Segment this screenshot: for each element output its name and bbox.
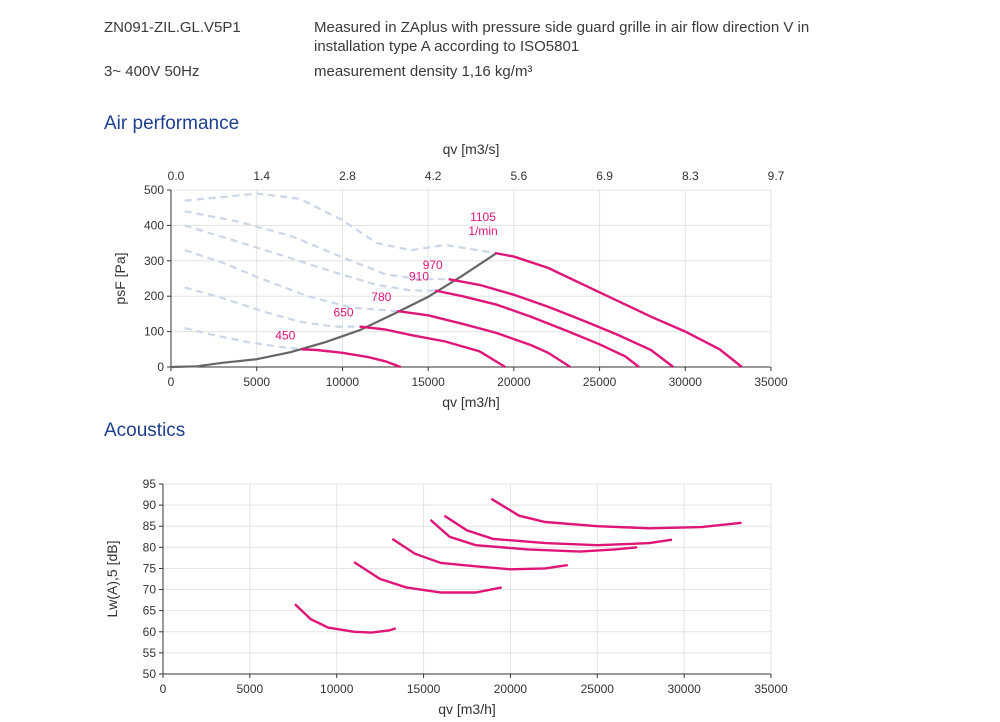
measurement-note-line1: Measured in ZAplus with pressure side gu… <box>314 19 810 36</box>
air-dashed-curve-2 <box>184 286 360 328</box>
air-xtick-label: 30000 <box>669 375 703 389</box>
air-series-label-780: 780 <box>371 290 391 304</box>
air-y-axis-label: psF [Pa] <box>112 252 128 304</box>
acoustic-ytick-label: 50 <box>143 667 157 681</box>
air-x2tick-label: 4.2 <box>425 169 442 183</box>
air-series-780 <box>397 309 572 369</box>
air-series-label-970: 970 <box>423 258 443 272</box>
air-xtick-label: 20000 <box>497 375 531 389</box>
air-ytick-label: 0 <box>157 360 164 374</box>
model-code: ZN091-ZIL.GL.V5P1 <box>104 19 241 36</box>
acoustic-series-450 <box>294 603 397 634</box>
air-xtick-label: 10000 <box>326 375 360 389</box>
acoustic-xtick-label: 30000 <box>667 682 701 696</box>
acoustic-y-axis-label: Lw(A),5 [dB] <box>104 540 120 617</box>
acoustic-series-650 <box>353 561 502 594</box>
air-xtick-label: 0 <box>168 375 175 389</box>
air-dashed-curve-3 <box>184 249 398 313</box>
acoustic-ytick-label: 85 <box>143 519 157 533</box>
acoustic-ytick-label: 75 <box>143 561 157 575</box>
air-xtick-label: 15000 <box>411 375 445 389</box>
acoustic-series-910 <box>429 519 638 553</box>
power-supply: 3~ 400V 50Hz <box>104 63 200 80</box>
air-x2tick-label: 0.0 <box>168 169 185 183</box>
acoustic-xtick-label: 20000 <box>494 682 528 696</box>
air-dashed-curve-6 <box>184 192 496 255</box>
air-x2tick-label: 1.4 <box>253 169 270 183</box>
air-series-650 <box>359 325 506 369</box>
acoustic-ytick-label: 60 <box>143 625 157 639</box>
air-x2tick-label: 2.8 <box>339 169 356 183</box>
measurement-density: measurement density 1,16 kg/m³ <box>314 63 533 80</box>
air-ytick-label: 400 <box>144 218 164 232</box>
acoustic-xtick-label: 0 <box>160 682 167 696</box>
acoustic-series-970 <box>443 514 673 547</box>
acoustic-xtick-label: 15000 <box>407 682 441 696</box>
air-series-1105 <box>494 251 743 368</box>
acoustic-ytick-label: 95 <box>143 477 157 491</box>
acoustic-series-780 <box>391 537 568 571</box>
air-speed-unit-label: 1/min <box>468 224 497 238</box>
air-performance-title: Air performance <box>104 113 240 134</box>
acoustic-ytick-label: 65 <box>143 604 157 618</box>
air-series-label-1105: 1105 <box>470 210 496 224</box>
air-x2-axis-label: qv [m3/s] <box>443 141 500 157</box>
measurement-note-line2: installation type A according to ISO5801 <box>314 38 580 55</box>
acoustic-ytick-label: 90 <box>143 498 157 512</box>
acoustic-xtick-label: 35000 <box>754 682 788 696</box>
air-x2tick-label: 8.3 <box>682 169 699 183</box>
air-series-label-650: 650 <box>334 306 354 320</box>
air-series-910 <box>434 289 640 368</box>
air-ytick-label: 300 <box>144 254 164 268</box>
acoustics-title: Acoustics <box>104 420 186 441</box>
air-ytick-label: 200 <box>144 289 164 303</box>
air-series-label-450: 450 <box>275 328 295 342</box>
air-xtick-label: 5000 <box>243 375 270 389</box>
air-xtick-label: 35000 <box>754 375 788 389</box>
air-series-970 <box>448 278 675 368</box>
acoustic-x-axis-label: qv [m3/h] <box>438 701 496 717</box>
acoustic-ytick-label: 70 <box>143 583 157 597</box>
air-x2tick-label: 5.6 <box>511 169 528 183</box>
air-series-450 <box>301 348 402 369</box>
air-series-label-910: 910 <box>409 270 429 284</box>
air-x-axis-label: qv [m3/h] <box>442 394 500 410</box>
acoustic-ytick-label: 55 <box>143 646 157 660</box>
acoustic-ytick-label: 80 <box>143 540 157 554</box>
acoustic-series-1105 <box>490 497 742 530</box>
air-dashed-curve-5 <box>184 210 449 281</box>
air-dashed-curve-4 <box>184 224 435 292</box>
air-x2tick-label: 9.7 <box>768 169 785 183</box>
acoustic-xtick-label: 10000 <box>320 682 354 696</box>
air-ytick-label: 500 <box>144 183 164 197</box>
air-ytick-label: 100 <box>144 325 164 339</box>
air-x2tick-label: 6.9 <box>596 169 613 183</box>
air-xtick-label: 25000 <box>583 375 617 389</box>
air-dashed-curve-1 <box>184 327 302 351</box>
acoustic-xtick-label: 5000 <box>237 682 264 696</box>
acoustic-xtick-label: 25000 <box>581 682 615 696</box>
air-system-curve <box>170 252 498 369</box>
